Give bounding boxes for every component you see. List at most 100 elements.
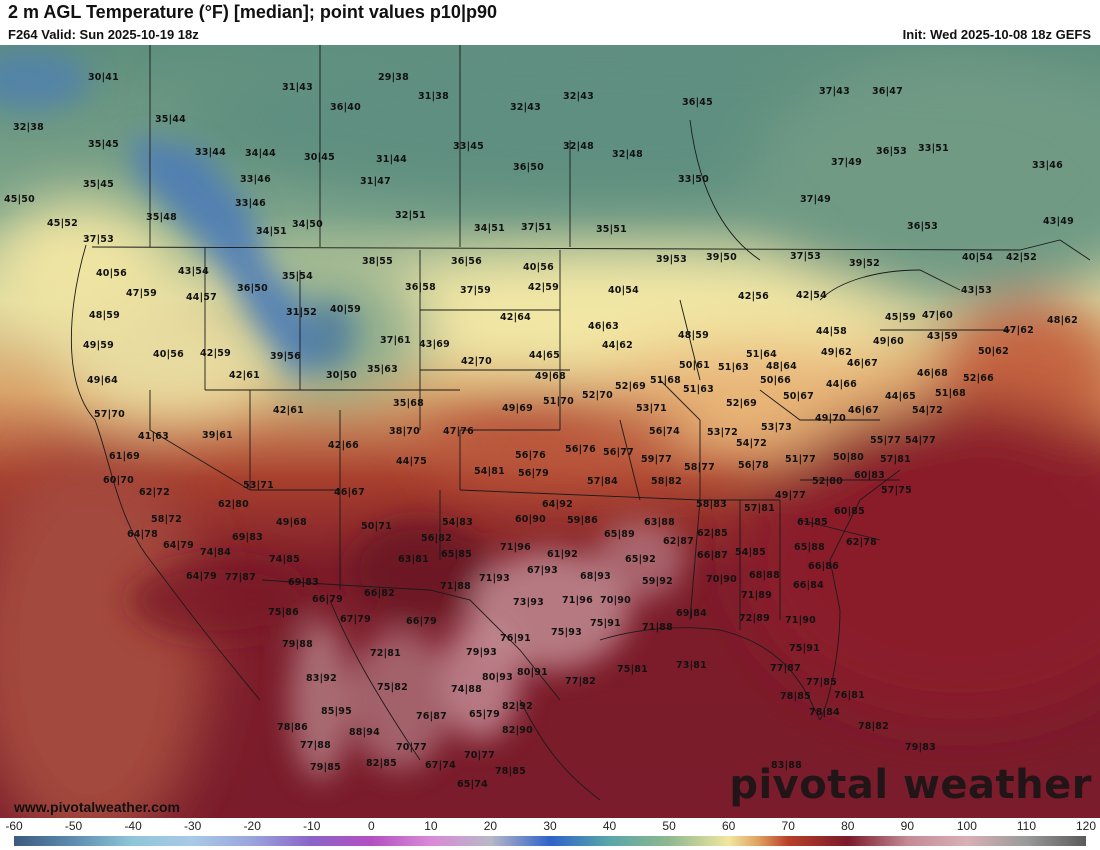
point-value: 44|65 xyxy=(885,391,916,402)
point-value: 51|68 xyxy=(935,388,966,399)
point-value: 43|59 xyxy=(927,331,958,342)
point-value: 30|45 xyxy=(304,152,335,163)
point-value: 40|56 xyxy=(153,349,184,360)
point-value: 43|53 xyxy=(961,285,992,296)
point-value: 45|59 xyxy=(885,312,916,323)
point-value: 36|58 xyxy=(405,282,436,293)
point-value: 51|63 xyxy=(718,362,749,373)
point-value: 38|70 xyxy=(389,426,420,437)
point-value: 74|88 xyxy=(451,684,482,695)
point-value: 39|53 xyxy=(656,254,687,265)
point-value: 67|93 xyxy=(527,565,558,576)
point-value: 46|67 xyxy=(848,405,879,416)
point-value: 44|58 xyxy=(816,326,847,337)
point-value: 74|84 xyxy=(200,547,231,558)
colorbar-tick-label: 60 xyxy=(721,819,736,833)
point-value: 49|69 xyxy=(502,403,533,414)
point-value: 72|89 xyxy=(739,613,770,624)
point-value: 76|91 xyxy=(500,633,531,644)
point-value: 79|85 xyxy=(310,762,341,773)
point-value: 42|59 xyxy=(528,282,559,293)
point-value: 78|85 xyxy=(780,691,811,702)
point-value: 44|75 xyxy=(396,456,427,467)
point-value: 35|54 xyxy=(282,271,313,282)
point-value: 79|83 xyxy=(905,742,936,753)
point-value: 36|50 xyxy=(237,283,268,294)
point-value: 75|93 xyxy=(551,627,582,638)
point-value: 66|79 xyxy=(406,616,437,627)
point-value: 36|53 xyxy=(876,146,907,157)
point-value: 65|92 xyxy=(625,554,656,565)
colorbar-tick-label: 30 xyxy=(543,819,557,833)
point-value: 45|52 xyxy=(47,218,78,229)
map-title: 2 m AGL Temperature (°F) [median]; point… xyxy=(8,2,497,22)
point-value: 63|81 xyxy=(398,554,429,565)
point-value: 69|83 xyxy=(288,577,319,588)
point-value: 83|88 xyxy=(771,760,802,771)
point-value: 37|53 xyxy=(83,234,114,245)
point-value: 33|46 xyxy=(1032,160,1063,171)
point-value: 70|90 xyxy=(600,595,631,606)
point-value: 59|77 xyxy=(641,454,672,465)
point-value: 33|45 xyxy=(453,141,484,152)
point-value: 73|93 xyxy=(513,597,544,608)
point-value: 32|38 xyxy=(13,122,44,133)
point-value: 62|87 xyxy=(663,536,694,547)
point-value: 38|55 xyxy=(362,256,393,267)
point-value: 42|61 xyxy=(273,405,304,416)
point-value: 50|66 xyxy=(760,375,791,386)
point-value: 60|90 xyxy=(515,514,546,525)
point-value: 50|67 xyxy=(783,391,814,402)
point-value: 32|48 xyxy=(563,141,594,152)
colorbar-tick-label: 120 xyxy=(1075,819,1097,833)
point-value: 35|45 xyxy=(83,179,114,190)
point-value: 58|82 xyxy=(651,476,682,487)
point-value: 67|79 xyxy=(340,614,371,625)
point-value: 52|69 xyxy=(726,398,757,409)
point-value: 39|56 xyxy=(270,351,301,362)
point-value: 63|88 xyxy=(644,517,675,528)
point-value: 71|89 xyxy=(741,590,772,601)
point-value: 32|43 xyxy=(563,91,594,102)
point-value: 64|78 xyxy=(127,529,158,540)
point-value: 75|86 xyxy=(268,607,299,618)
point-value: 64|92 xyxy=(542,499,573,510)
pivotal-weather-logo: pivotal weather xyxy=(729,762,1092,808)
point-value: 49|59 xyxy=(83,340,114,351)
point-value: 65|74 xyxy=(457,779,488,790)
point-value: 71|88 xyxy=(440,581,471,592)
point-value: 56|76 xyxy=(515,450,546,461)
point-value: 66|82 xyxy=(364,588,395,599)
point-value: 78|82 xyxy=(858,721,889,732)
point-value: 48|62 xyxy=(1047,315,1078,326)
point-value: 56|79 xyxy=(518,468,549,479)
point-value: 69|83 xyxy=(232,532,263,543)
point-value: 39|61 xyxy=(202,430,233,441)
point-value: 64|79 xyxy=(186,571,217,582)
point-value: 66|87 xyxy=(697,550,728,561)
point-value: 42|61 xyxy=(229,370,260,381)
point-value: 34|51 xyxy=(474,223,505,234)
point-value: 70|77 xyxy=(396,742,427,753)
point-value: 78|86 xyxy=(277,722,308,733)
point-value: 50|61 xyxy=(679,360,710,371)
point-value: 77|85 xyxy=(806,677,837,688)
point-value: 54|81 xyxy=(474,466,505,477)
point-value: 40|56 xyxy=(96,268,127,279)
point-value: 42|59 xyxy=(200,348,231,359)
point-value: 40|54 xyxy=(608,285,639,296)
point-value: 52|70 xyxy=(582,390,613,401)
point-value: 36|53 xyxy=(907,221,938,232)
point-value: 78|84 xyxy=(809,707,840,718)
point-value: 35|68 xyxy=(393,398,424,409)
point-value: 36|45 xyxy=(682,97,713,108)
point-value: 70|90 xyxy=(706,574,737,585)
point-value: 56|76 xyxy=(565,444,596,455)
point-value: 61|92 xyxy=(547,549,578,560)
point-value: 47|76 xyxy=(443,426,474,437)
point-value: 31|43 xyxy=(282,82,313,93)
point-value: 36|40 xyxy=(330,102,361,113)
point-value: 40|59 xyxy=(330,304,361,315)
colorbar-tick-label: -40 xyxy=(124,819,142,833)
point-value: 74|85 xyxy=(269,554,300,565)
